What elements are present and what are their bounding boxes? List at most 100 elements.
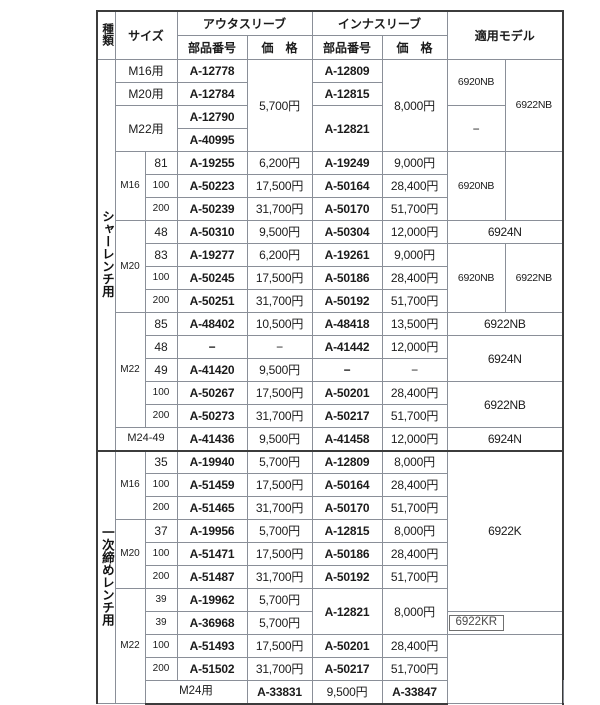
table-row: 200 A-51487 31,700円 A-50192 51,700円 [97, 565, 564, 589]
outer-part-no: A-50267 [176, 381, 248, 405]
table-row: M20 48 A-50310 9,500円 A-50304 12,000円 69… [97, 220, 565, 313]
size-group-m20: M20 [114, 220, 146, 313]
table-row: M20用 A-12784 A-12815 [97, 82, 563, 106]
inner-price: 28,400円 [381, 174, 448, 198]
outer-price: 17,500円 [246, 266, 313, 290]
size-cell: 39 [144, 588, 178, 612]
inner-part-no: A-50217 [311, 404, 383, 428]
table-row: M24-49 A-41436 9,500円 A-41458 12,000円 69… [97, 427, 565, 451]
size-cell: M24-49 [114, 427, 178, 451]
model-cell-b [504, 151, 565, 221]
size-cell: M16用 [114, 59, 178, 83]
size-cell: 200 [144, 657, 178, 681]
table-row: 200 A-50273 31,700円 A-50217 51,700円 [97, 404, 564, 428]
size-group-m20: M20 [114, 519, 146, 589]
model-cell-a: 6920NB [446, 59, 506, 106]
outer-price: 31,700円 [246, 404, 313, 428]
table-row: 100 A-50223 17,500円 A-50164 28,400円 [97, 174, 564, 198]
inner-price: 9,000円 [381, 243, 448, 267]
outer-price: 17,500円 [246, 174, 313, 198]
model-cell-boxed-wrap: 6922KR [446, 611, 565, 635]
inner-part-no: A-12815 [311, 82, 383, 106]
outer-part-no: A-50223 [176, 174, 248, 198]
outer-part-no: A-50245 [176, 266, 248, 290]
outer-price: 5,700円 [246, 59, 313, 152]
model-cell: 6922NB [446, 312, 565, 336]
table-row: 100 A-51471 17,500円 A-50186 28,400円 [97, 542, 563, 566]
inner-price: 8,000円 [381, 59, 448, 152]
inner-part-no: A-50201 [311, 381, 383, 405]
size-group-m16: M16 [114, 449, 146, 520]
parts-table: 種類 サイズ アウタスリーブ インナスリーブ 適用モデル 部品番号 価 格 部品… [96, 10, 565, 705]
model-cell-a: 6920NB [446, 151, 506, 221]
size-group-m22: M22 [114, 588, 146, 704]
size-cell: 100 [144, 473, 178, 497]
table-row: 200 A-51465 31,700円 A-50170 51,700円 [97, 496, 563, 520]
inner-price: 51,700円 [381, 289, 448, 313]
inner-price: 13,500円 [381, 312, 448, 336]
inner-part-no: A-50170 [311, 197, 383, 221]
inner-part-no: A-50201 [311, 634, 383, 658]
inner-part-no: A-12809 [311, 449, 383, 474]
table-row: 一次締めレンチ用 M16 35 A-19940 5,700円 A-12809 8… [96, 449, 565, 704]
inner-part-no: A-12815 [311, 519, 383, 543]
size-cell: 81 [144, 151, 178, 175]
inner-price: 12,000円 [381, 220, 448, 244]
outer-part-no: A-12784 [176, 82, 248, 106]
outer-part-no: A-19277 [176, 243, 248, 267]
model-cell-a: − [446, 105, 506, 152]
header-outer-part-no: 部品番号 [176, 35, 248, 60]
parts-table-sheet: 種類 サイズ アウタスリーブ インナスリーブ 適用モデル 部品番号 価 格 部品… [96, 10, 565, 705]
inner-price: 8,000円 [381, 588, 448, 635]
table-row: 100 A-50245 17,500円 A-50186 28,400円 [97, 266, 564, 290]
outer-price: 31,700円 [246, 565, 313, 589]
size-cell: 100 [144, 542, 178, 566]
size-cell: 100 [144, 634, 178, 658]
outer-part-no: A-50251 [176, 289, 248, 313]
outer-part-no: A-41420 [176, 358, 248, 382]
table-row: M22 85 A-48402 10,500円 A-48418 13,500円 6… [97, 312, 565, 428]
inner-price: 51,700円 [381, 657, 448, 681]
header-inner-price: 価 格 [381, 35, 448, 60]
outer-part-no: A-12790 [176, 105, 248, 129]
outer-part-no: − [176, 335, 248, 359]
inner-part-no: − [311, 358, 383, 382]
group-label-primary-wrench: 一次締めレンチ用 [96, 449, 116, 704]
size-cell: 83 [144, 243, 178, 267]
size-cell: 100 [144, 174, 178, 198]
outer-price: 10,500円 [246, 312, 313, 336]
model-badge-6922kr: 6922KR [448, 615, 505, 631]
inner-part-no: A-41442 [311, 335, 383, 359]
size-cell: M20用 [114, 82, 178, 106]
inner-price: 28,400円 [381, 542, 448, 566]
table-row: 100 A-51459 17,500円 A-50164 28,400円 [97, 473, 564, 497]
outer-part-no: A-19255 [176, 151, 248, 175]
inner-part-no: A-50164 [311, 174, 383, 198]
outer-part-no: A-19940 [176, 449, 248, 474]
outer-part-no: A-51493 [176, 634, 248, 658]
outer-part-no: A-41436 [176, 427, 248, 451]
model-cell-main: 6922K [446, 449, 565, 612]
header-outer-price: 価 格 [246, 35, 313, 60]
outer-price: 31,700円 [246, 657, 313, 681]
size-cell: 35 [144, 449, 178, 474]
inner-part-no: A-50217 [311, 657, 383, 681]
table-row: 200 A-50239 31,700円 A-50170 51,700円 [97, 197, 563, 221]
outer-price: 9,500円 [246, 358, 313, 382]
outer-part-no: A-12778 [176, 59, 248, 83]
inner-part-no: A-12821 [311, 105, 383, 152]
outer-price: 5,700円 [246, 611, 313, 635]
outer-part-no: A-19962 [176, 588, 248, 612]
header-kind: 種類 [96, 10, 116, 60]
inner-part-no: A-50186 [311, 542, 383, 566]
size-cell: 49 [144, 358, 178, 382]
header-outer-sleeve: アウタスリーブ [176, 10, 313, 36]
size-cell: 48 [144, 335, 178, 359]
size-cell: 200 [144, 565, 178, 589]
inner-price: 12,000円 [381, 427, 448, 451]
outer-price: 6,200円 [246, 243, 313, 267]
inner-part-no: A-48418 [311, 312, 383, 336]
table-row: A-40995 [97, 128, 563, 152]
inner-price: 8,000円 [381, 519, 448, 543]
outer-part-no: A-51487 [176, 565, 248, 589]
